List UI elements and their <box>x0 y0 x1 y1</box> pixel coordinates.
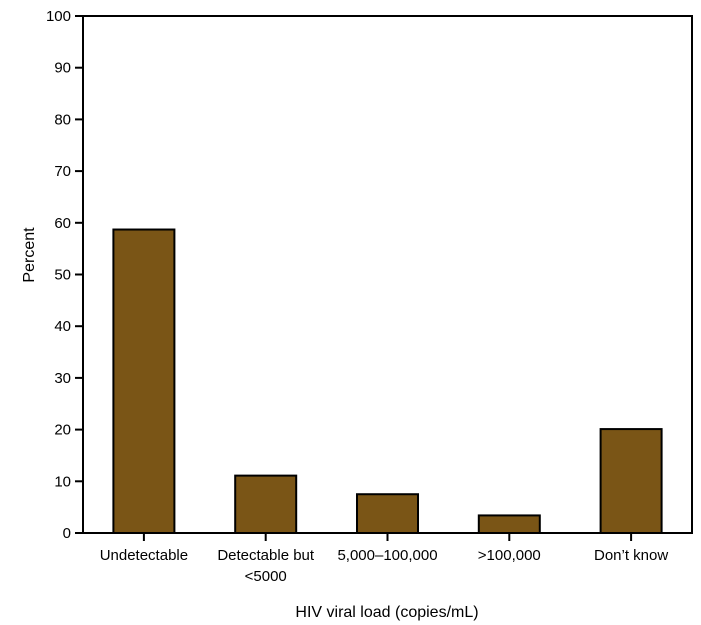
y-tick-label: 80 <box>54 111 71 128</box>
x-tick-label: Undetectable <box>100 547 188 564</box>
y-tick-label: 20 <box>54 422 71 439</box>
y-tick-label: 60 <box>54 215 71 232</box>
bar <box>477 514 541 534</box>
plot-area <box>82 15 693 535</box>
y-tick-label: 0 <box>63 525 71 542</box>
y-tick-label: 100 <box>46 8 71 25</box>
x-axis-title: HIV viral load (copies/mL) <box>295 604 478 621</box>
y-tick-label: 30 <box>54 370 71 387</box>
x-axis: Undetectable Detectable but <5000 5,000–100… <box>100 533 668 585</box>
y-axis: 0 10 20 30 40 50 60 70 80 90 100 <box>46 8 83 542</box>
x-tick-label: 5,000–100,000 <box>337 547 437 564</box>
y-tick-label: 70 <box>54 163 71 180</box>
bar <box>599 428 663 535</box>
bar <box>234 474 298 535</box>
bar <box>112 228 176 534</box>
x-tick-label: Detectable but <5000 <box>217 547 315 585</box>
y-tick-label: 40 <box>54 318 71 335</box>
bar <box>356 493 419 535</box>
x-tick-label: Don’t know <box>594 547 668 564</box>
y-axis-title: Percent <box>21 227 38 283</box>
x-tick-label: >100,000 <box>478 547 541 564</box>
y-tick-label: 90 <box>54 60 71 77</box>
y-tick-label: 50 <box>54 267 71 284</box>
y-tick-label: 10 <box>54 473 71 490</box>
